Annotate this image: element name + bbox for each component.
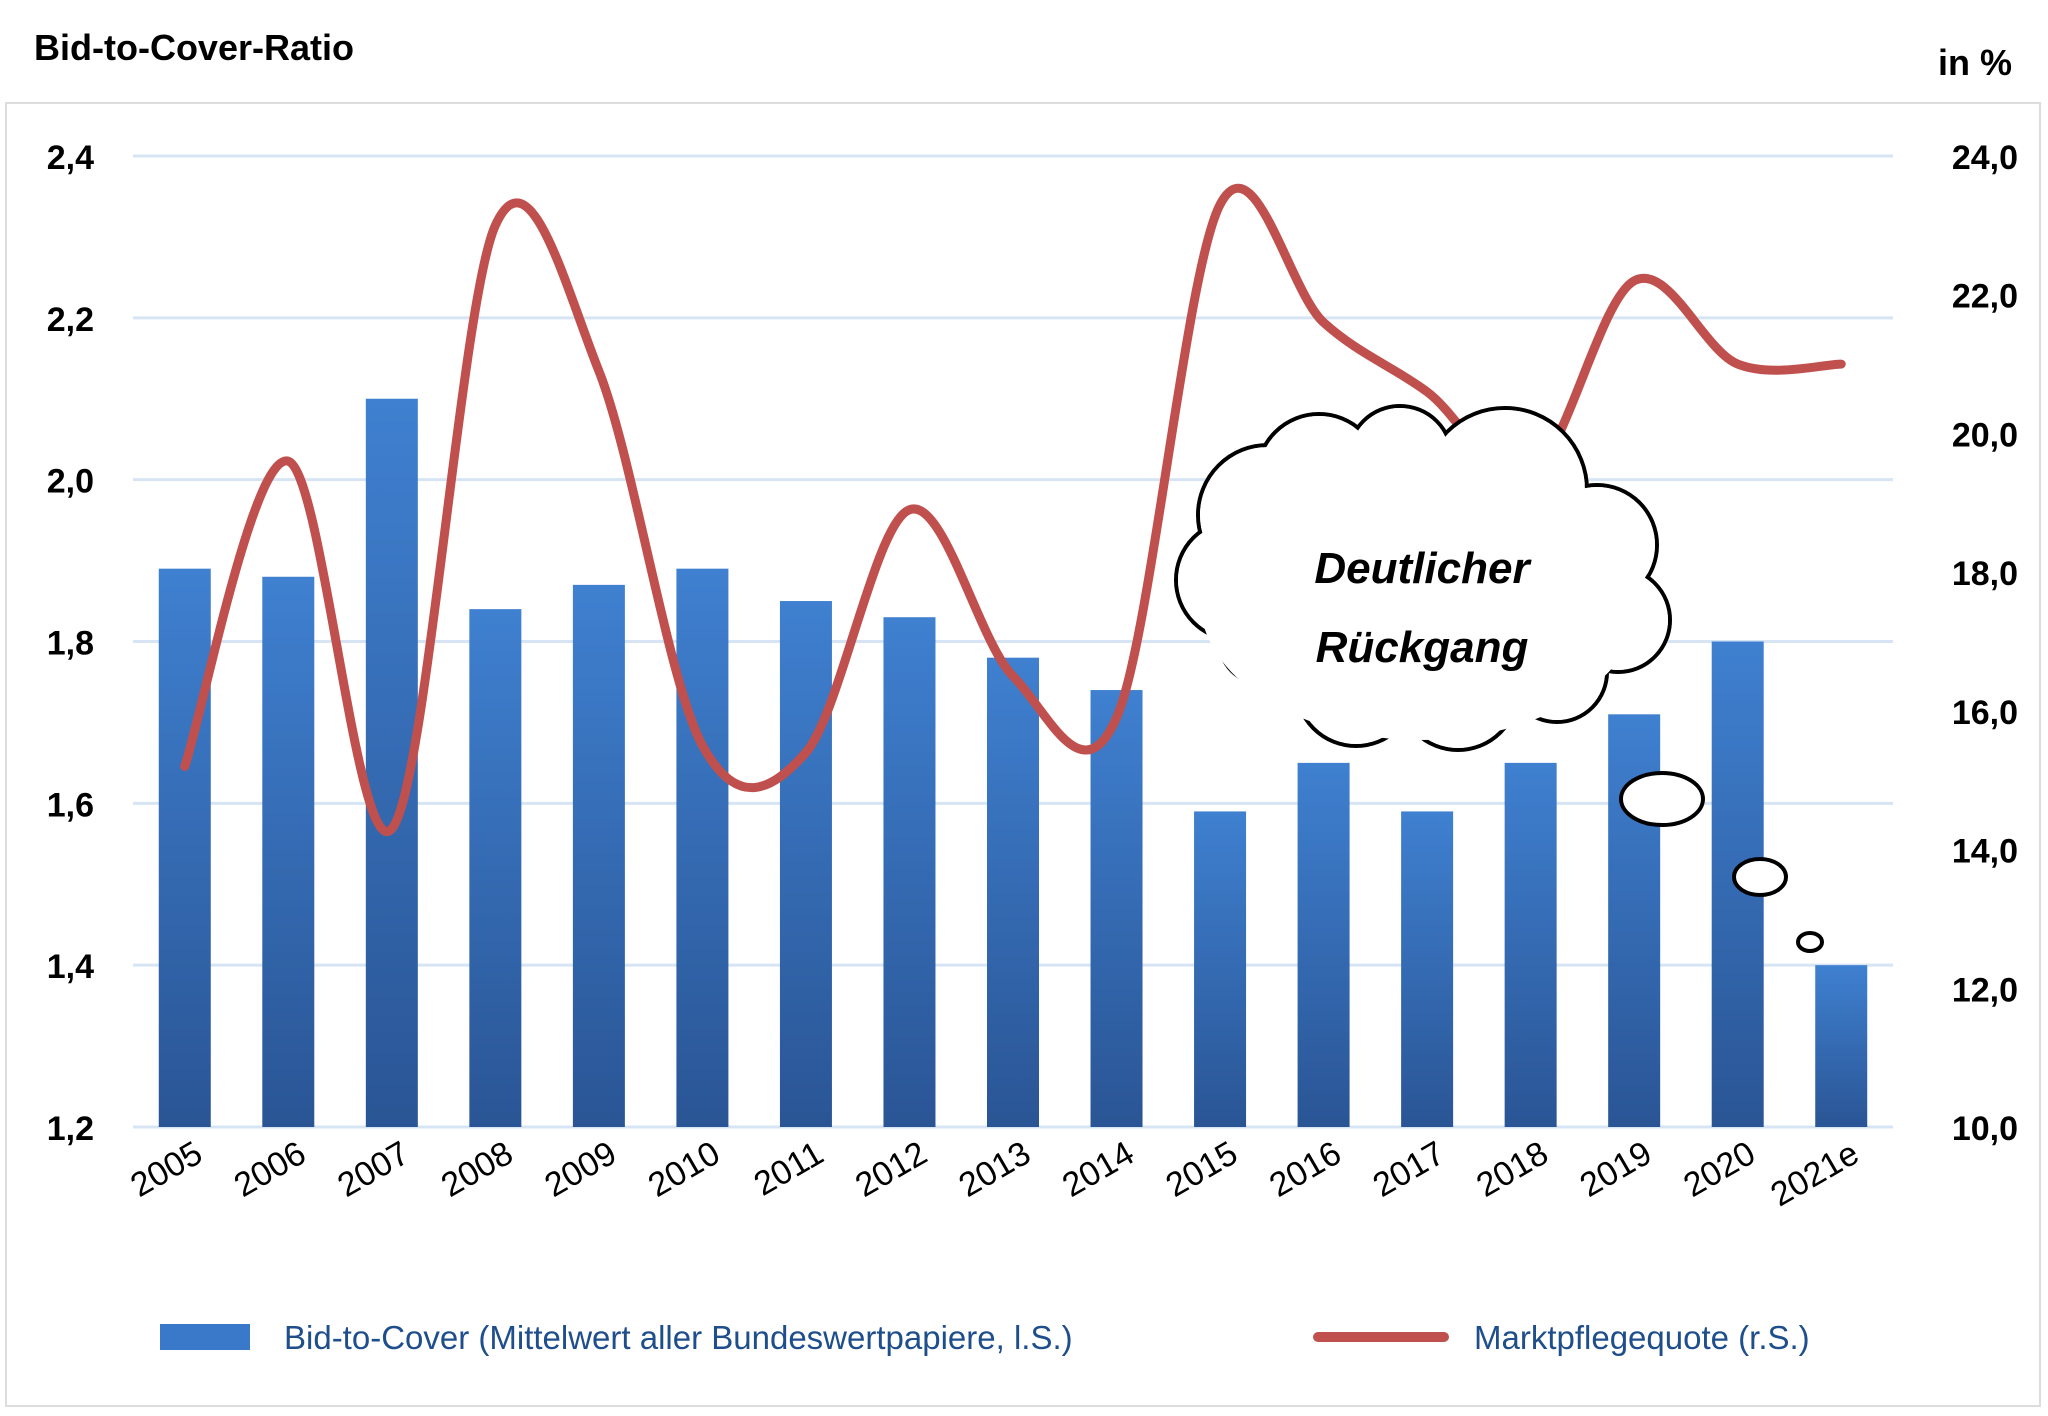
bar-2015 xyxy=(1194,811,1246,1127)
legend-label-line: Marktpflegequote (r.S.) xyxy=(1474,1319,1810,1356)
left-tick-label: 1,4 xyxy=(47,948,94,986)
bubble-dot-medium xyxy=(1734,859,1786,895)
x-tick-label: 2017 xyxy=(1367,1134,1452,1205)
legend: Bid-to-Cover (Mittelwert aller Bundeswer… xyxy=(160,1319,1810,1356)
left-tick-label: 1,6 xyxy=(47,786,94,824)
right-tick-label: 20,0 xyxy=(1952,416,2018,454)
x-tick-label: 2021e xyxy=(1764,1134,1865,1214)
right-tick-label: 18,0 xyxy=(1952,555,2018,593)
chart-title: Bid-to-Cover-Ratio xyxy=(34,27,354,68)
left-tick-label: 1,8 xyxy=(47,625,94,663)
bar-2006 xyxy=(262,577,314,1127)
right-tick-label: 10,0 xyxy=(1952,1110,2018,1148)
x-tick-label: 2008 xyxy=(435,1134,520,1205)
right-tick-label: 24,0 xyxy=(1952,139,2018,177)
x-tick-label: 2019 xyxy=(1574,1134,1659,1205)
left-tick-label: 2,0 xyxy=(47,463,94,501)
left-tick-label: 2,2 xyxy=(47,301,94,339)
left-tick-label: 1,2 xyxy=(47,1110,94,1148)
x-tick-label: 2014 xyxy=(1056,1134,1141,1205)
bar-2018 xyxy=(1505,763,1557,1127)
x-tick-label: 2006 xyxy=(228,1134,313,1205)
bar-2017 xyxy=(1401,811,1453,1127)
legend-label-bar: Bid-to-Cover (Mittelwert aller Bundeswer… xyxy=(284,1319,1073,1356)
bar-2021e xyxy=(1815,965,1867,1127)
bar-2012 xyxy=(883,617,935,1127)
x-tick-label: 2020 xyxy=(1677,1134,1762,1205)
x-axis-labels: 2005 2006 2007 2008 2009 2010 2011 2012 2013 2014… xyxy=(124,1134,1865,1214)
bar-2016 xyxy=(1298,763,1350,1127)
x-tick-label: 2011 xyxy=(748,1134,830,1203)
x-tick-label: 2015 xyxy=(1160,1134,1245,1205)
x-tick-label: 2012 xyxy=(849,1134,934,1205)
left-tick-label: 2,4 xyxy=(47,139,94,177)
bar-2011 xyxy=(780,601,832,1127)
x-tick-label: 2005 xyxy=(124,1134,209,1205)
bar-2014 xyxy=(1091,690,1143,1127)
x-tick-label: 2013 xyxy=(952,1134,1037,1205)
right-axis-unit: in % xyxy=(1938,42,2012,83)
x-tick-label: 2010 xyxy=(642,1134,727,1205)
x-tick-label: 2007 xyxy=(331,1134,416,1205)
bubble-dot-large xyxy=(1621,773,1703,825)
right-tick-label: 12,0 xyxy=(1952,971,2018,1009)
right-tick-label: 16,0 xyxy=(1952,694,2018,732)
bar-2008 xyxy=(469,609,521,1127)
x-tick-label: 2009 xyxy=(538,1134,623,1205)
x-tick-label: 2018 xyxy=(1470,1134,1555,1205)
bar-2009 xyxy=(573,585,625,1127)
x-tick-label: 2016 xyxy=(1263,1134,1348,1205)
left-axis-ticks: 1,2 1,4 1,6 1,8 2,0 2,2 2,4 xyxy=(47,139,94,1148)
annotation-line-2: Rückgang xyxy=(1316,623,1529,672)
right-tick-label: 14,0 xyxy=(1952,833,2018,871)
right-axis-ticks: 10,0 12,0 14,0 16,0 18,0 20,0 22,0 24,0 xyxy=(1952,139,2018,1148)
bar-2005 xyxy=(159,569,211,1127)
bar-2010 xyxy=(676,569,728,1127)
bar-2013 xyxy=(987,658,1039,1127)
bubble-dot-small xyxy=(1798,933,1822,951)
legend-swatch-bar xyxy=(160,1324,250,1350)
annotation-line-1: Deutlicher xyxy=(1314,544,1532,593)
right-tick-label: 22,0 xyxy=(1952,278,2018,316)
